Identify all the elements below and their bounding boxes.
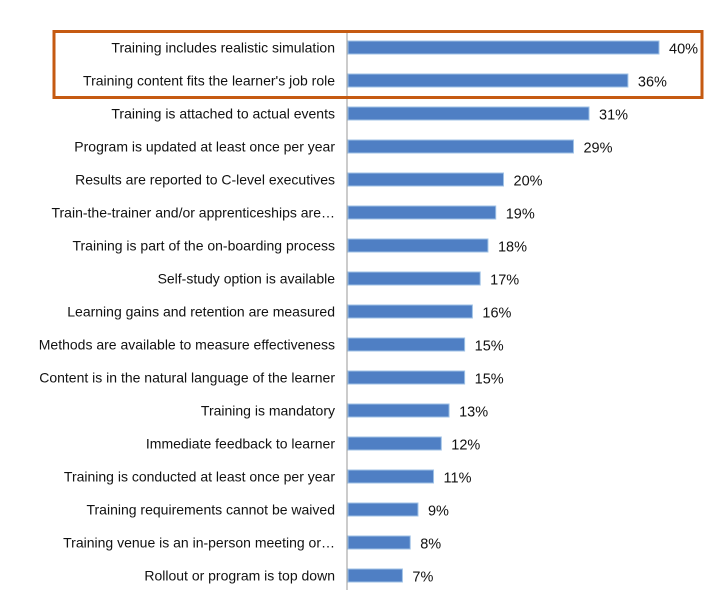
- value-label: 15%: [475, 339, 504, 355]
- highlight-box: [52, 30, 704, 99]
- bar: [347, 172, 504, 187]
- category-label: Training is conducted at least once per …: [64, 469, 335, 485]
- category-label: Results are reported to C-level executiv…: [75, 172, 335, 188]
- bar: [347, 304, 473, 319]
- category-label: Learning gains and retention are measure…: [67, 304, 335, 320]
- value-label: 19%: [506, 207, 535, 223]
- bar: [347, 73, 629, 88]
- bar: [347, 40, 660, 55]
- bar: [347, 370, 466, 385]
- value-label: 9%: [428, 504, 449, 520]
- value-label: 7%: [412, 570, 433, 586]
- category-label: Training is mandatory: [201, 403, 335, 419]
- category-label: Self-study option is available: [158, 271, 336, 287]
- category-label: Content is in the natural language of th…: [39, 370, 335, 386]
- value-label: 36%: [638, 75, 667, 91]
- category-label: Training is part of the on-boarding proc…: [72, 238, 335, 254]
- value-label: 31%: [599, 108, 628, 124]
- category-label: Training venue is an in-person meeting o…: [63, 535, 335, 551]
- bar: [347, 139, 574, 154]
- value-label: 13%: [459, 405, 488, 421]
- category-label: Rollout or program is top down: [144, 568, 335, 584]
- value-label: 11%: [444, 471, 472, 487]
- bar: [347, 535, 411, 550]
- bar: [347, 106, 590, 121]
- category-label: Methods are available to measure effecti…: [39, 337, 335, 353]
- value-label: 40%: [669, 42, 698, 58]
- bar: [347, 568, 403, 583]
- value-label: 8%: [420, 537, 441, 553]
- bar: [347, 205, 497, 220]
- value-label: 20%: [514, 174, 543, 190]
- bar: [347, 469, 435, 484]
- category-label: Training includes realistic simulation: [111, 40, 335, 56]
- value-label: 18%: [498, 240, 527, 256]
- bar: [347, 238, 489, 253]
- bar: [347, 337, 466, 352]
- category-label: Train-the-trainer and/or apprenticeships…: [51, 205, 335, 221]
- bar: [347, 436, 442, 451]
- category-label: Training content fits the learner's job …: [83, 73, 335, 89]
- category-label: Immediate feedback to learner: [146, 436, 335, 452]
- category-label: Training is attached to actual events: [111, 106, 335, 122]
- category-label: Training requirements cannot be waived: [86, 502, 335, 518]
- bar: [347, 271, 481, 286]
- bar: [347, 502, 419, 517]
- value-label: 29%: [583, 141, 612, 157]
- bar: [347, 403, 450, 418]
- value-label: 15%: [475, 372, 504, 388]
- value-label: 17%: [490, 273, 519, 289]
- value-label: 12%: [451, 438, 480, 454]
- value-label: 16%: [482, 306, 511, 322]
- category-label: Program is updated at least once per yea…: [74, 139, 335, 155]
